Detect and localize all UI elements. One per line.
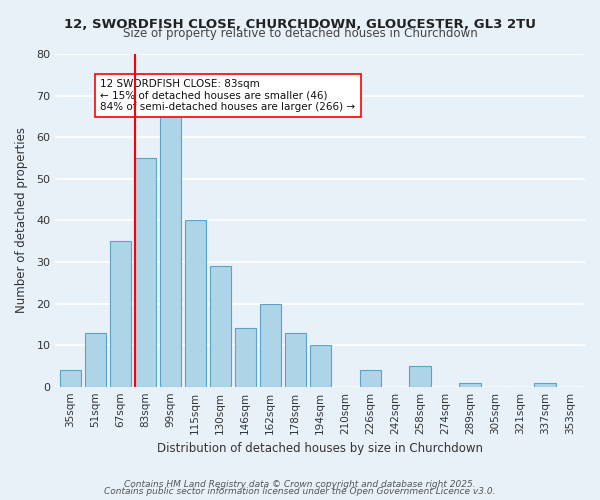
- X-axis label: Distribution of detached houses by size in Churchdown: Distribution of detached houses by size …: [157, 442, 483, 455]
- Text: 12, SWORDFISH CLOSE, CHURCHDOWN, GLOUCESTER, GL3 2TU: 12, SWORDFISH CLOSE, CHURCHDOWN, GLOUCES…: [64, 18, 536, 30]
- Bar: [110, 241, 131, 386]
- Bar: [209, 266, 231, 386]
- Text: Size of property relative to detached houses in Churchdown: Size of property relative to detached ho…: [122, 28, 478, 40]
- Bar: [85, 332, 106, 386]
- Bar: [535, 382, 556, 386]
- Bar: [235, 328, 256, 386]
- Bar: [134, 158, 156, 386]
- Bar: [260, 304, 281, 386]
- Text: Contains HM Land Registry data © Crown copyright and database right 2025.: Contains HM Land Registry data © Crown c…: [124, 480, 476, 489]
- Text: 12 SWORDFISH CLOSE: 83sqm
← 15% of detached houses are smaller (46)
84% of semi-: 12 SWORDFISH CLOSE: 83sqm ← 15% of detac…: [100, 79, 355, 112]
- Bar: [310, 345, 331, 387]
- Y-axis label: Number of detached properties: Number of detached properties: [15, 128, 28, 314]
- Bar: [359, 370, 381, 386]
- Bar: [284, 332, 306, 386]
- Bar: [409, 366, 431, 386]
- Bar: [460, 382, 481, 386]
- Bar: [185, 220, 206, 386]
- Bar: [160, 116, 181, 386]
- Text: Contains public sector information licensed under the Open Government Licence v3: Contains public sector information licen…: [104, 487, 496, 496]
- Bar: [59, 370, 81, 386]
